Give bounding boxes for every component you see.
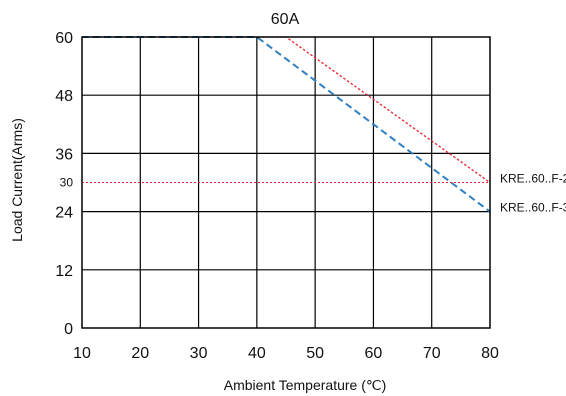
series-label-1: KRE..60..F-3: [500, 201, 566, 215]
series-label-0: KRE..60..F-2: [500, 172, 566, 186]
y-tick-label-1: 12: [55, 263, 73, 280]
x-tick-label-1: 20: [131, 345, 149, 362]
y-tick-label-0: 0: [64, 321, 73, 338]
x-tick-label-6: 70: [423, 345, 441, 362]
plot-frame: [81, 36, 491, 329]
x-tick-label-0: 10: [73, 345, 91, 362]
y-tick-labels: 0 12 24 36 48 60 30: [55, 30, 73, 338]
x-tick-label-7: 80: [481, 345, 499, 362]
x-tick-labels: 10 20 30 40 50 60 70 80: [73, 345, 499, 362]
chart-title: 60A: [271, 11, 300, 28]
y-tick-label-5: 60: [55, 30, 73, 47]
x-tick-label-3: 40: [248, 345, 266, 362]
y-tick-label-2: 24: [55, 205, 73, 222]
x-tick-label-5: 60: [365, 345, 383, 362]
y-axis-title: Load Current(Arms): [9, 118, 25, 242]
x-tick-label-2: 30: [190, 345, 208, 362]
x-tick-label-4: 50: [306, 345, 324, 362]
series-line-1: [82, 36, 491, 213]
y-tick-label-extra-0: 30: [60, 176, 74, 190]
series-lines: [82, 36, 491, 213]
y-tick-label-4: 48: [55, 88, 73, 105]
y-tick-label-3: 36: [55, 146, 73, 163]
legend: KRE..60..F-2 KRE..60..F-3: [500, 172, 566, 215]
x-axis-title: Ambient Temperature (℃): [224, 377, 387, 393]
